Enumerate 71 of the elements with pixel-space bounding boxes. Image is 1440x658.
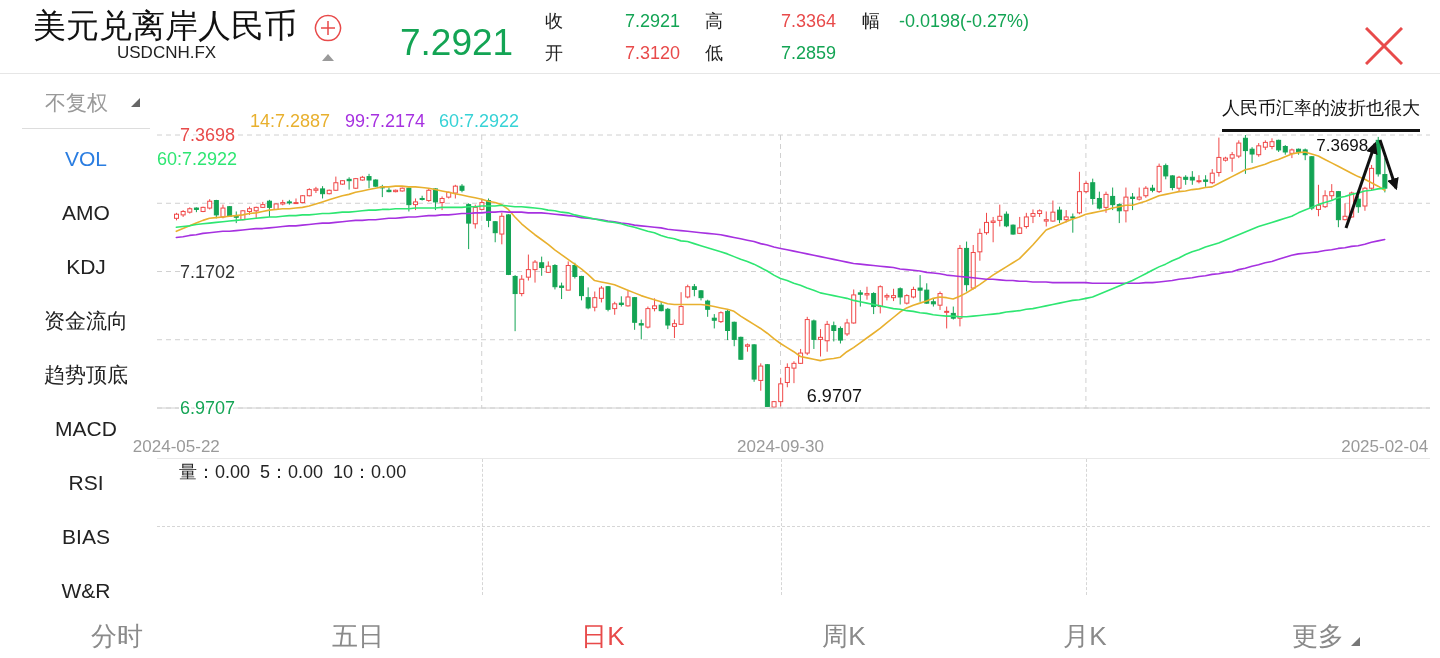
candlestick: [638, 319, 644, 340]
text: 高: [705, 11, 723, 33]
candlestick: [811, 319, 817, 350]
text: 低: [705, 43, 723, 65]
candlestick: [1196, 174, 1202, 184]
annotation: 6.9707: [806, 386, 862, 406]
text: 7.2859: [781, 43, 837, 65]
text: 99:7.2174: [345, 111, 426, 133]
text: 14:7.2887: [250, 111, 331, 133]
text: 收: [545, 11, 563, 33]
candlestick: [1103, 191, 1109, 214]
candlestick: [439, 195, 445, 211]
candlestick: [818, 328, 824, 357]
text: BIAS: [62, 524, 110, 550]
text: 人民币汇率的波折也很大: [1222, 98, 1420, 132]
candlestick: [725, 308, 731, 341]
candlestick: [512, 274, 518, 332]
candlestick: [519, 274, 525, 297]
candlestick: [1090, 178, 1096, 206]
candlestick: [592, 291, 598, 312]
candlestick: [466, 202, 472, 250]
text: W&R: [61, 578, 111, 604]
candlestick: [492, 220, 498, 243]
candlestick: [432, 187, 438, 211]
text: 分时: [91, 621, 143, 653]
text: 60:7.2922: [439, 111, 520, 133]
candlestick: [864, 286, 870, 301]
y-tick-label: 6.9707: [180, 398, 236, 418]
text: 幅: [862, 11, 880, 33]
candlestick: [605, 285, 611, 312]
text: -0.0198(-0.27%): [899, 11, 1030, 33]
candlestick: [824, 320, 830, 353]
text: 量：0.00 5：0.00 10：0.00: [179, 462, 407, 484]
candlestick: [1342, 202, 1348, 221]
chart-subtitle: USDCNH.FX: [117, 43, 217, 64]
y-tick-label: 7.1702: [180, 261, 236, 282]
x-tick-label: 2024-09-30: [737, 436, 824, 456]
text: 周K: [822, 621, 866, 653]
text: MACD: [55, 416, 117, 442]
y-tick-label: 7.3698: [180, 125, 236, 145]
text: AMO: [62, 200, 110, 226]
candlestick: [499, 212, 505, 245]
text: 资金流向: [44, 308, 128, 334]
text: RSI: [68, 470, 104, 496]
text: 趋势顶底: [44, 362, 128, 388]
text: VOL: [64, 146, 108, 172]
text: 开: [545, 43, 563, 65]
x-tick-label: 2024-05-22: [132, 436, 220, 456]
candlestick: [1110, 187, 1116, 211]
candlestick: [1070, 213, 1076, 234]
x-tick-label: 2025-02-04: [1341, 436, 1429, 456]
text: 不复权: [45, 90, 108, 116]
text: 7.3364: [781, 11, 837, 33]
annotation: 7.3698: [1316, 135, 1369, 155]
candlestick: [1123, 187, 1129, 223]
text: 日K: [581, 621, 625, 653]
candlestick: [977, 228, 983, 262]
text: 五日: [332, 621, 384, 653]
text: KDJ: [66, 254, 106, 280]
text: 7.3120: [625, 43, 681, 65]
chart-title: 美元兑离岸人民币: [33, 6, 297, 46]
text: 60:7.2922: [157, 149, 238, 171]
candlestick: [758, 362, 764, 392]
candlestick: [539, 256, 545, 277]
text: 7.2921: [400, 21, 514, 65]
text: 7.2921: [625, 11, 681, 33]
candlestick: [346, 176, 352, 191]
candlestick: [831, 321, 837, 342]
text: 月K: [1063, 621, 1107, 653]
candlestick: [944, 306, 950, 329]
text: 更多: [1292, 621, 1344, 653]
